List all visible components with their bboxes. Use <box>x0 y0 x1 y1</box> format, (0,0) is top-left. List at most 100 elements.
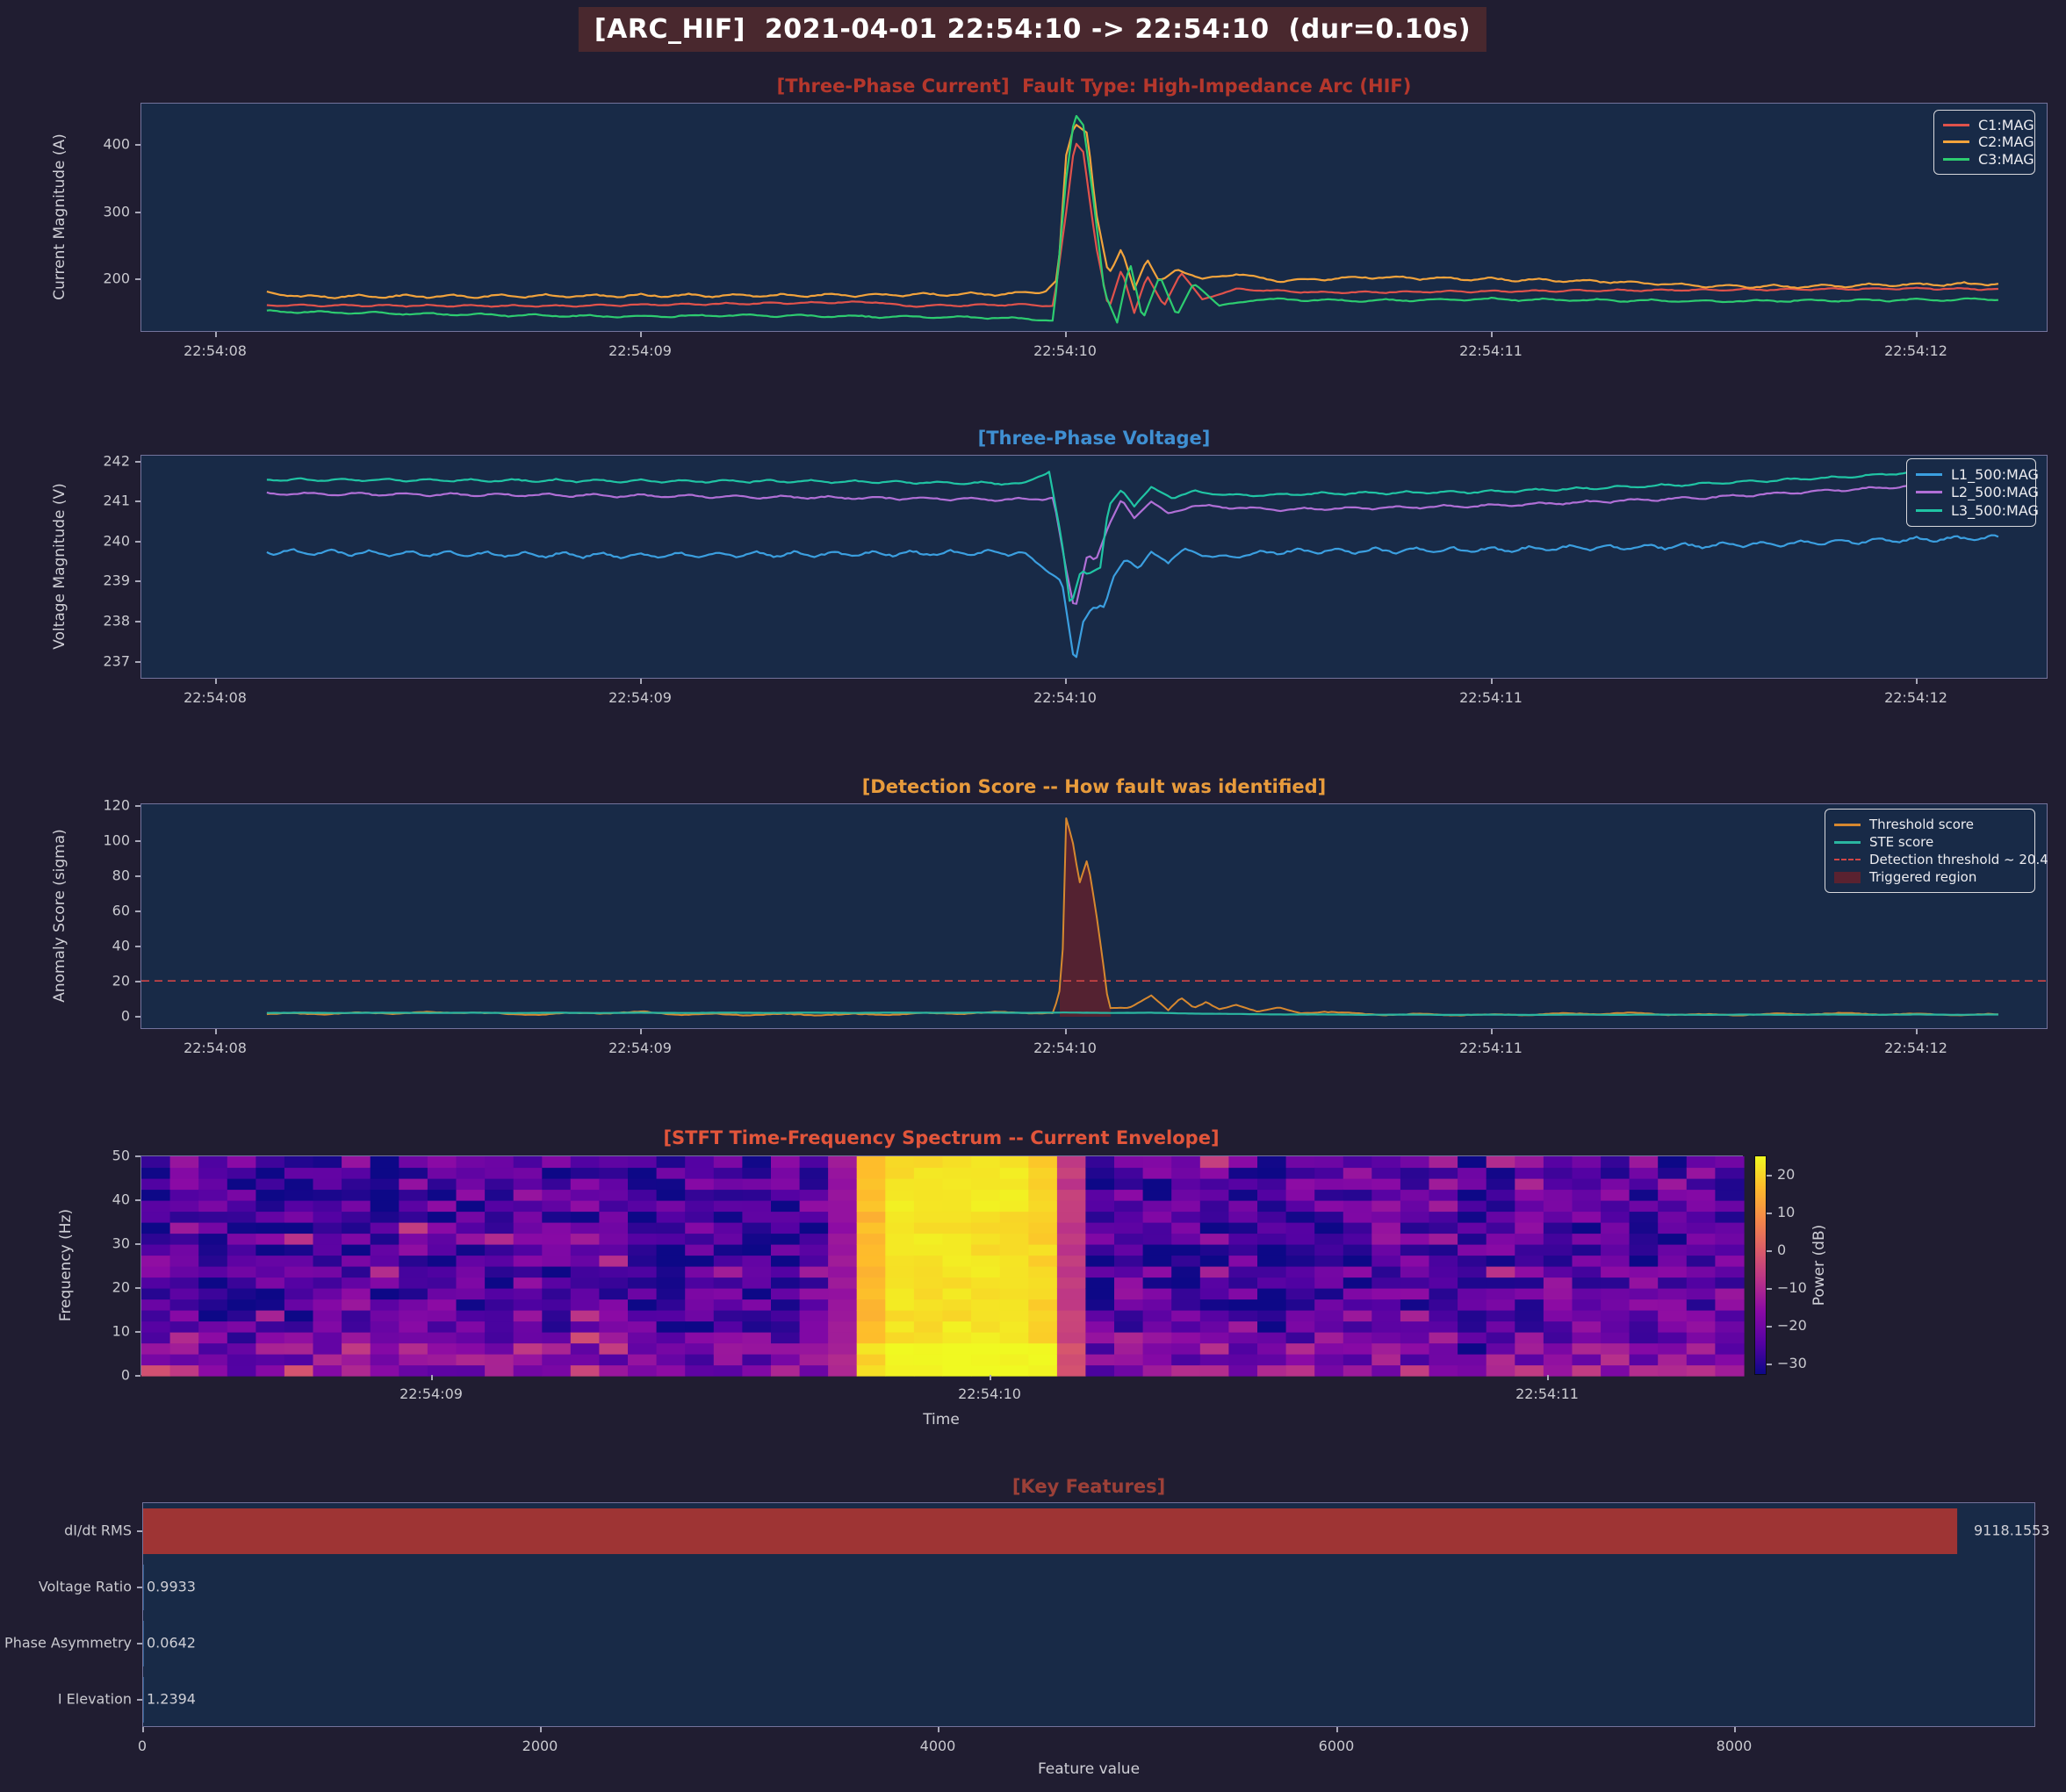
stft-cell <box>370 1364 400 1377</box>
stft-cell <box>1114 1211 1144 1223</box>
stft-cell <box>599 1255 629 1267</box>
stft-cell <box>169 1310 199 1322</box>
stft-cell <box>599 1321 629 1333</box>
stft-cell <box>513 1266 543 1278</box>
feature-bar-3 <box>143 1677 144 1723</box>
y-tick-label: 400 <box>103 135 130 153</box>
stft-cell <box>685 1255 715 1267</box>
stft-cell <box>1199 1354 1229 1366</box>
stft-cell <box>1257 1364 1287 1377</box>
stft-cell <box>1085 1321 1115 1333</box>
stft-cell <box>284 1364 314 1377</box>
stft-cell <box>1228 1178 1258 1191</box>
stft-cell <box>542 1178 572 1191</box>
stft-cell <box>1285 1233 1315 1245</box>
y-tick-label: 20 <box>112 972 130 990</box>
x-tick-label: 22:54:10 <box>1033 689 1097 706</box>
stft-cell <box>1171 1156 1201 1169</box>
stft-cell <box>885 1167 915 1179</box>
stft-cell <box>1601 1266 1630 1278</box>
stft-cell <box>799 1255 829 1267</box>
stft-cell <box>313 1167 342 1179</box>
stft-cell <box>856 1233 886 1245</box>
stft-cell <box>628 1299 658 1311</box>
stft-cell <box>1199 1244 1229 1256</box>
stft-cell <box>942 1200 972 1213</box>
stft-cell <box>1601 1189 1630 1201</box>
stft-cell <box>1543 1156 1573 1169</box>
stft-cell <box>1371 1299 1401 1311</box>
stft-cell <box>942 1211 972 1223</box>
y-tick-label: 239 <box>103 572 130 589</box>
stft-cell <box>1486 1189 1515 1201</box>
stft-cell <box>685 1189 715 1201</box>
stft-cell <box>1629 1167 1659 1179</box>
stft-cell <box>1171 1310 1201 1322</box>
stft-cell <box>856 1321 886 1333</box>
stft-cell <box>1629 1222 1659 1234</box>
stft-cell <box>542 1167 572 1179</box>
stft-cell <box>599 1299 629 1311</box>
stft-cell <box>427 1211 457 1223</box>
stft-cell <box>1056 1167 1087 1179</box>
stft-cell <box>1314 1364 1344 1377</box>
stft-cell <box>1429 1310 1458 1322</box>
stft-cell <box>1142 1255 1172 1267</box>
stft-cell <box>828 1167 858 1179</box>
features-chart-svg <box>143 1508 1958 1723</box>
stft-cell <box>570 1332 600 1344</box>
stft-cell <box>1056 1244 1087 1256</box>
stft-cell <box>1686 1189 1716 1201</box>
stft-cell <box>284 1277 314 1289</box>
stft-cell <box>1285 1364 1315 1377</box>
stft-cell <box>456 1342 486 1355</box>
stft-cell <box>599 1332 629 1344</box>
x-tick-label: 22:54:09 <box>400 1385 463 1402</box>
stft-cell <box>971 1156 1001 1169</box>
stft-cell <box>1686 1266 1716 1278</box>
x-tick-label: 8000 <box>1716 1738 1753 1754</box>
stft-cell <box>971 1299 1001 1311</box>
y-tick-label: 100 <box>103 831 130 849</box>
stft-cell <box>1429 1354 1458 1366</box>
stft-cell <box>942 1233 972 1245</box>
stft-cell <box>599 1310 629 1322</box>
y-tickmark <box>135 144 140 146</box>
stft-cell <box>942 1222 972 1234</box>
stft-cell <box>399 1244 428 1256</box>
stft-cell <box>1543 1233 1573 1245</box>
stft-cell <box>1314 1211 1344 1223</box>
stft-cell <box>713 1321 743 1333</box>
stft-cell <box>399 1255 428 1267</box>
stft-cell <box>1543 1364 1573 1377</box>
stft-cell <box>1314 1277 1344 1289</box>
stft-cell <box>1028 1364 1058 1377</box>
series-C2:MAG <box>266 124 1999 299</box>
stft-cell <box>971 1233 1001 1245</box>
stft-cell <box>1285 1200 1315 1213</box>
y-tickmark <box>135 1287 140 1289</box>
stft-cell <box>1343 1332 1372 1344</box>
stft-cell <box>628 1233 658 1245</box>
stft-cell <box>1142 1332 1172 1344</box>
stft-cell <box>1056 1156 1087 1169</box>
stft-cell <box>913 1200 944 1213</box>
stft-cell <box>1085 1178 1115 1191</box>
stft-cell <box>342 1266 371 1278</box>
stft-cell <box>456 1233 486 1245</box>
stft-cell <box>542 1222 572 1234</box>
stft-cell <box>227 1189 256 1201</box>
stft-plot <box>140 1155 1745 1377</box>
stft-cell <box>971 1321 1001 1333</box>
stft-cell <box>399 1189 428 1201</box>
stft-cell <box>1715 1332 1745 1344</box>
stft-cell <box>1171 1178 1201 1191</box>
stft-cell <box>1314 1244 1344 1256</box>
stft-cell <box>856 1277 886 1289</box>
stft-cell <box>256 1156 285 1169</box>
stft-cell <box>713 1277 743 1289</box>
x-tick-label: 22:54:11 <box>1459 689 1523 706</box>
stft-cell <box>685 1321 715 1333</box>
stft-cell <box>1515 1342 1544 1355</box>
stft-cell <box>1543 1299 1573 1311</box>
